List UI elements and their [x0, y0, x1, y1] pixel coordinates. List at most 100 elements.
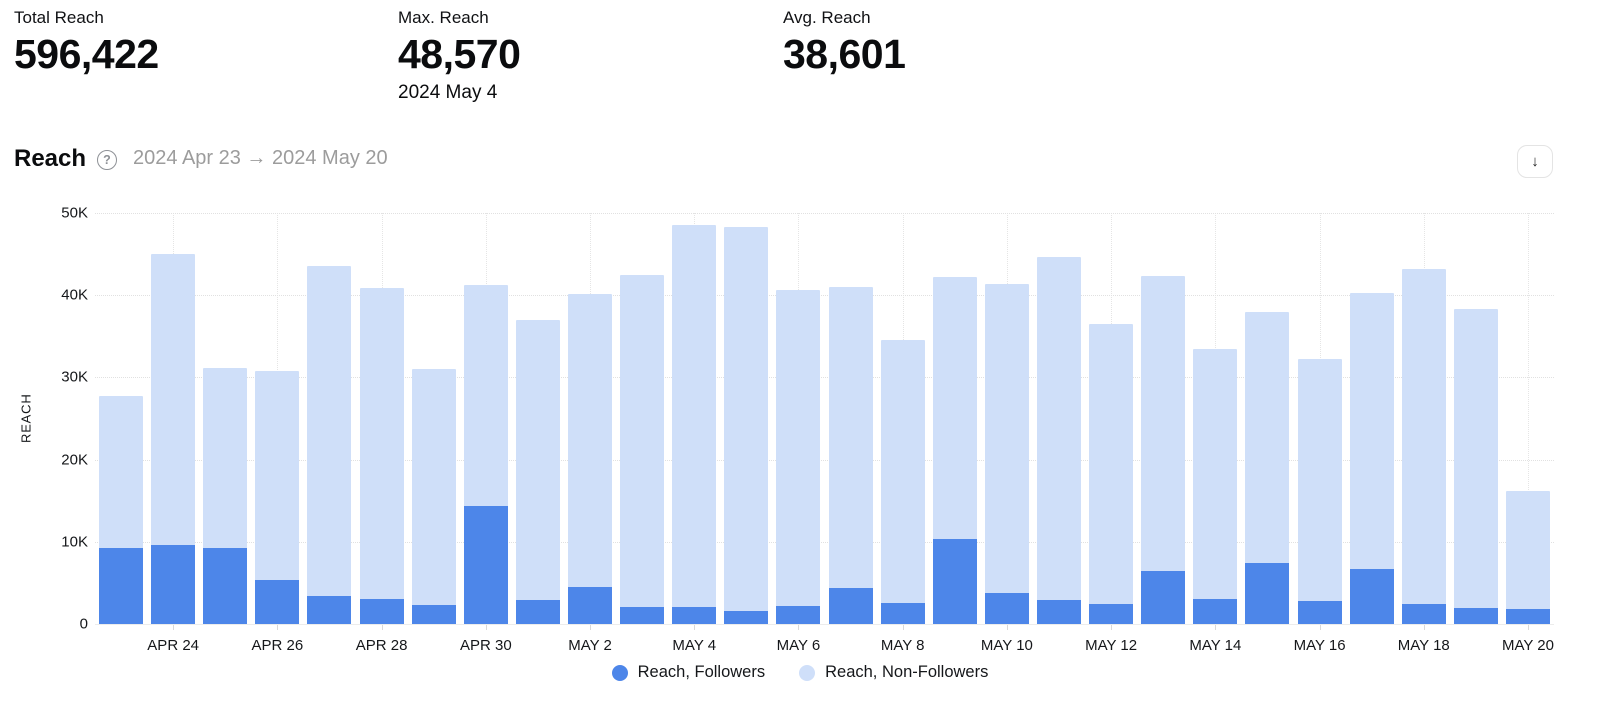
bar-segment-non-followers[interactable] [1089, 323, 1134, 605]
x-tick-mark [381, 625, 383, 630]
bar-segment-non-followers[interactable] [411, 369, 456, 606]
bar-segment-followers[interactable] [99, 547, 144, 624]
bar-apr-25[interactable] [203, 213, 248, 624]
bar-slot [251, 213, 303, 624]
bar-apr-30[interactable] [463, 213, 508, 624]
bar-may-11[interactable] [1037, 213, 1082, 624]
bar-segment-followers[interactable] [411, 605, 456, 624]
bar-segment-non-followers[interactable] [568, 293, 613, 588]
x-tick-mark [1006, 625, 1008, 630]
bar-apr-28[interactable] [359, 213, 404, 624]
bar-segment-followers[interactable] [1141, 571, 1186, 624]
bar-segment-followers[interactable] [828, 587, 873, 624]
bar-apr-29[interactable] [411, 213, 456, 624]
bar-may-6[interactable] [776, 213, 821, 624]
bar-may-18[interactable] [1401, 213, 1446, 624]
legend-item-followers[interactable]: Reach, Followers [611, 663, 765, 682]
bar-segment-non-followers[interactable] [255, 370, 300, 580]
bar-segment-non-followers[interactable] [932, 277, 977, 540]
bar-slot [512, 213, 564, 624]
bar-segment-followers[interactable] [463, 506, 508, 624]
bar-segment-followers[interactable] [932, 539, 977, 624]
bar-segment-followers[interactable] [724, 610, 769, 624]
bar-segment-non-followers[interactable] [828, 287, 873, 588]
bar-may-7[interactable] [828, 213, 873, 624]
bar-apr-23[interactable] [99, 213, 144, 624]
bar-segment-non-followers[interactable] [1297, 358, 1342, 601]
bar-segment-followers[interactable] [620, 606, 665, 624]
bar-may-13[interactable] [1141, 213, 1186, 624]
bar-may-10[interactable] [984, 213, 1029, 624]
bar-segment-non-followers[interactable] [1141, 275, 1186, 572]
bar-may-1[interactable] [515, 213, 560, 624]
bar-segment-followers[interactable] [515, 600, 560, 624]
bar-segment-followers[interactable] [1089, 604, 1134, 624]
x-tick-label: MAY 12 [1085, 637, 1138, 654]
bar-may-8[interactable] [880, 213, 925, 624]
bar-segment-non-followers[interactable] [1506, 490, 1550, 610]
bar-segment-followers[interactable] [880, 603, 925, 624]
bar-segment-followers[interactable] [255, 579, 300, 624]
bar-segment-non-followers[interactable] [99, 395, 144, 548]
bar-slot [1398, 213, 1450, 624]
bar-segment-non-followers[interactable] [880, 340, 925, 604]
bar-segment-followers[interactable] [151, 545, 196, 624]
bar-may-16[interactable] [1297, 213, 1342, 624]
bar-apr-24[interactable] [151, 213, 196, 624]
stat-value: 48,570 [398, 31, 521, 77]
bar-segment-non-followers[interactable] [984, 283, 1029, 593]
bar-segment-followers[interactable] [984, 592, 1029, 624]
bar-may-2[interactable] [568, 213, 613, 624]
x-slot [512, 624, 564, 654]
bar-apr-27[interactable] [307, 213, 352, 624]
bar-may-15[interactable] [1245, 213, 1290, 624]
bar-segment-non-followers[interactable] [776, 290, 821, 606]
bar-segment-non-followers[interactable] [151, 254, 196, 546]
bar-segment-followers[interactable] [1453, 608, 1498, 624]
bar-segment-followers[interactable] [672, 606, 717, 624]
bar-may-12[interactable] [1089, 213, 1134, 624]
bar-segment-followers[interactable] [1401, 604, 1446, 624]
bar-may-5[interactable] [724, 213, 769, 624]
bar-segment-non-followers[interactable] [359, 287, 404, 599]
bar-segment-non-followers[interactable] [1245, 312, 1290, 564]
bar-may-20[interactable] [1506, 213, 1550, 624]
bar-segment-followers[interactable] [1297, 600, 1342, 624]
bar-may-4[interactable] [672, 213, 717, 624]
bar-apr-26[interactable] [255, 213, 300, 624]
download-button[interactable]: ↓ [1517, 145, 1553, 178]
bar-segment-non-followers[interactable] [1349, 292, 1394, 569]
bar-segment-non-followers[interactable] [203, 367, 248, 548]
bar-segment-followers[interactable] [1193, 599, 1238, 624]
bar-segment-non-followers[interactable] [307, 265, 352, 597]
bar-segment-non-followers[interactable] [620, 274, 665, 607]
legend-item-non-followers[interactable]: Reach, Non-Followers [799, 663, 988, 682]
bar-segment-followers[interactable] [1245, 563, 1290, 624]
bar-segment-non-followers[interactable] [515, 319, 560, 601]
bar-may-14[interactable] [1193, 213, 1238, 624]
bar-segment-followers[interactable] [776, 605, 821, 624]
x-slot: MAY 12 [1085, 624, 1137, 654]
bar-segment-followers[interactable] [203, 547, 248, 624]
bar-segment-non-followers[interactable] [1401, 268, 1446, 605]
bar-slot [772, 213, 824, 624]
bar-segment-non-followers[interactable] [1453, 309, 1498, 609]
bar-segment-non-followers[interactable] [724, 227, 769, 611]
bar-may-17[interactable] [1349, 213, 1394, 624]
bar-segment-non-followers[interactable] [463, 284, 508, 507]
bar-may-9[interactable] [932, 213, 977, 624]
bar-segment-non-followers[interactable] [1193, 349, 1238, 600]
bar-segment-followers[interactable] [1037, 600, 1082, 624]
bar-may-3[interactable] [620, 213, 665, 624]
bar-segment-followers[interactable] [1349, 568, 1394, 624]
bar-segment-followers[interactable] [359, 598, 404, 624]
bar-slot [616, 213, 668, 624]
bar-segment-non-followers[interactable] [1037, 256, 1082, 601]
bar-segment-followers[interactable] [1506, 609, 1550, 624]
bar-may-19[interactable] [1453, 213, 1498, 624]
bar-segment-non-followers[interactable] [672, 224, 717, 607]
bar-segment-followers[interactable] [568, 587, 613, 624]
bar-segment-followers[interactable] [307, 596, 352, 624]
bar-slot [929, 213, 981, 624]
help-icon[interactable]: ? [97, 150, 117, 170]
